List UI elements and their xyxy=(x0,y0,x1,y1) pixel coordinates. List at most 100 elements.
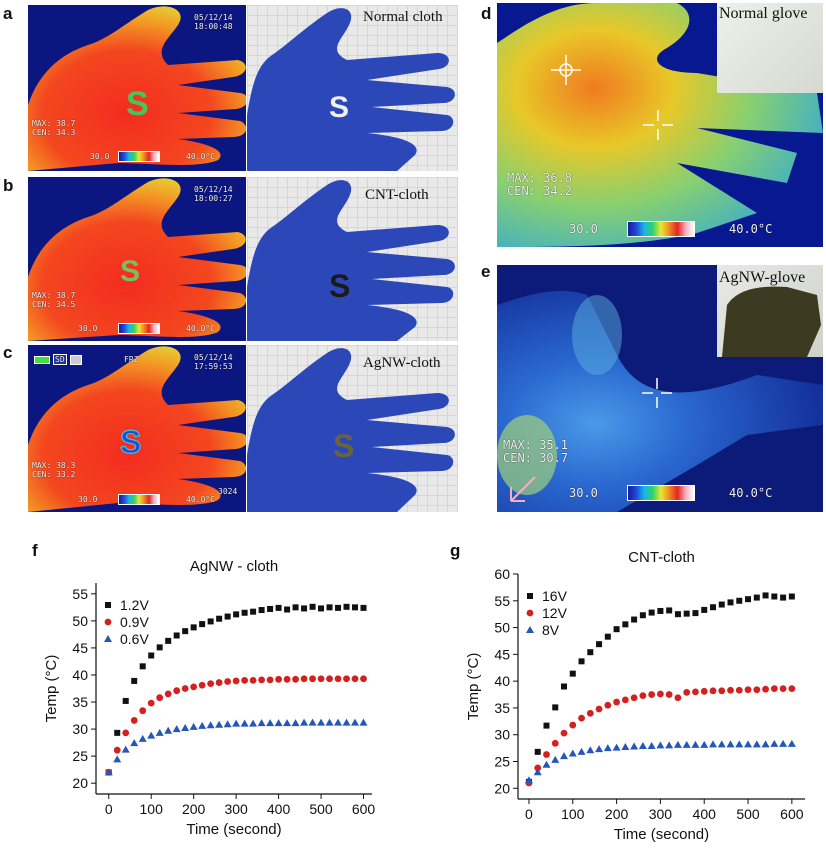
data-point xyxy=(656,741,665,749)
frame-counter: 3024 xyxy=(218,487,238,496)
data-point xyxy=(700,687,708,695)
data-point xyxy=(630,742,639,750)
y-tick-label: 25 xyxy=(494,754,510,770)
data-point xyxy=(700,740,709,748)
thermal-hand-c: S xyxy=(28,346,246,512)
date-stamp-b: 05/12/14 xyxy=(194,185,233,194)
y-tick-label: 20 xyxy=(494,780,510,796)
y-tick-label: 50 xyxy=(494,620,510,636)
data-point xyxy=(351,718,360,726)
data-point xyxy=(317,718,326,726)
scale-min-d: 30.0 xyxy=(569,222,598,236)
data-point xyxy=(308,718,317,726)
data-point xyxy=(648,609,655,616)
data-point xyxy=(788,593,795,600)
data-point xyxy=(190,683,198,691)
crosshair-center-d xyxy=(643,110,673,140)
data-point xyxy=(189,722,198,730)
data-point xyxy=(284,606,291,613)
data-point xyxy=(666,607,673,614)
data-point xyxy=(266,719,275,727)
data-point xyxy=(561,683,568,690)
data-point xyxy=(604,633,611,640)
data-point xyxy=(560,752,569,760)
data-point xyxy=(560,729,568,737)
data-point xyxy=(223,720,232,728)
panel-letter-a: a xyxy=(3,4,13,23)
data-point xyxy=(657,607,664,614)
data-point xyxy=(138,734,147,742)
legend-label: 1.2V xyxy=(120,597,149,613)
panel-letter-b: b xyxy=(3,176,14,195)
panel-letter-c: c xyxy=(3,343,13,362)
data-point xyxy=(360,604,367,611)
data-point xyxy=(258,607,265,614)
data-point xyxy=(292,675,299,683)
data-point xyxy=(708,740,717,748)
data-point xyxy=(569,721,577,729)
legend-label: 0.9V xyxy=(120,614,149,630)
scale-min-c: 30.0 xyxy=(78,495,98,504)
caption-d: Normal glove xyxy=(719,5,808,22)
data-point xyxy=(568,749,577,757)
data-point xyxy=(173,687,181,695)
data-point xyxy=(224,613,231,620)
data-point xyxy=(309,675,316,683)
thermal-hand-b: S xyxy=(28,178,246,341)
svg-text:S: S xyxy=(120,424,141,460)
data-point xyxy=(122,729,130,737)
data-point xyxy=(657,690,664,698)
data-point xyxy=(241,609,248,616)
x-tick-label: 300 xyxy=(224,801,248,817)
data-point xyxy=(207,618,214,625)
data-point xyxy=(148,652,155,659)
data-point xyxy=(587,649,594,656)
data-point xyxy=(552,704,559,711)
data-point xyxy=(352,604,359,611)
y-tick-label: 25 xyxy=(72,748,88,764)
data-point xyxy=(198,721,207,729)
data-point xyxy=(130,717,138,724)
data-point xyxy=(334,718,343,726)
time-stamp-a: 18:00:48 xyxy=(194,22,233,31)
data-point xyxy=(735,686,743,694)
data-point xyxy=(104,768,113,776)
chart-title: CNT-cloth xyxy=(628,549,695,566)
date-stamp-c: 05/12/14 xyxy=(194,353,233,362)
data-point xyxy=(779,739,788,747)
blue-glove-b: S xyxy=(247,180,455,341)
data-point xyxy=(232,677,240,685)
data-point xyxy=(360,675,367,683)
svg-text:S: S xyxy=(333,428,354,464)
time-stamp-c: 17:59:53 xyxy=(194,362,233,371)
legend-marker xyxy=(527,593,533,599)
x-axis-label: Time (second) xyxy=(614,826,709,843)
data-point xyxy=(770,685,778,693)
agnw-glove-photo xyxy=(722,286,821,357)
data-point xyxy=(267,605,274,612)
camera-icon xyxy=(70,355,82,365)
y-tick-label: 40 xyxy=(72,667,88,683)
color-scale-e xyxy=(627,485,695,501)
data-point xyxy=(249,676,257,684)
data-point xyxy=(131,677,138,684)
x-tick-label: 300 xyxy=(649,806,673,822)
photo-c: S AgNW-cloth xyxy=(247,345,458,512)
data-point xyxy=(274,719,283,727)
scale-max-e: 40.0°C xyxy=(729,486,773,500)
data-point xyxy=(266,676,274,684)
data-point xyxy=(326,604,333,611)
x-tick-label: 400 xyxy=(693,806,717,822)
data-point xyxy=(533,768,542,776)
data-point xyxy=(683,610,690,617)
data-point xyxy=(542,760,551,768)
data-point xyxy=(283,719,292,727)
data-point xyxy=(534,748,541,755)
data-point xyxy=(752,740,761,748)
data-point xyxy=(164,726,173,734)
photo-b: S CNT-cloth xyxy=(247,177,458,341)
data-point xyxy=(113,746,121,754)
data-point xyxy=(199,621,206,628)
y-tick-label: 55 xyxy=(494,593,510,609)
data-point xyxy=(233,611,240,618)
